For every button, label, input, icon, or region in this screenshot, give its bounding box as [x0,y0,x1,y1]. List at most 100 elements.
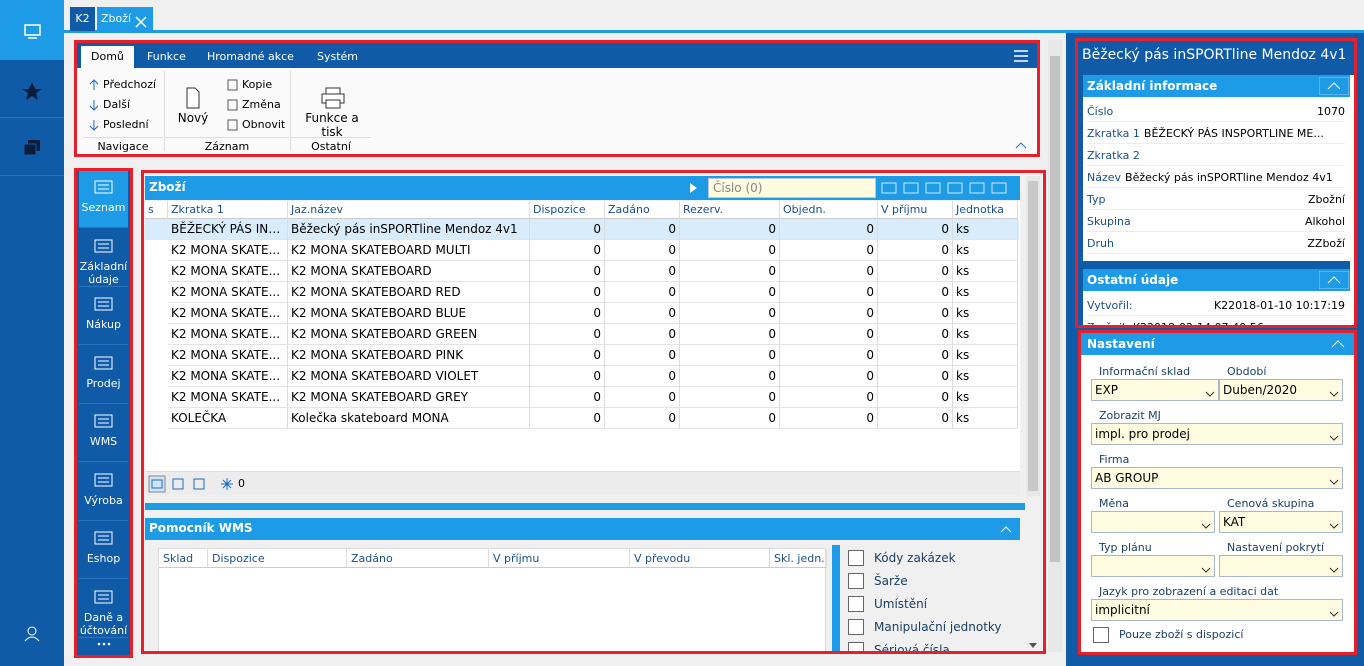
nav-item[interactable]: Daně a účtování [79,581,128,638]
cell: 0 [530,324,605,345]
section-header: Základní informace [1083,75,1351,97]
cell: ks [953,366,1018,387]
cell: K2 MONA SKATEBOARD GREY [288,387,530,408]
cell: K2 MONA SKATE... [168,240,288,261]
column-header: V převodu [630,549,770,568]
ribbon-button[interactable]: Předchozí [89,76,156,94]
cell: 0 [530,219,605,240]
cell: ks [953,408,1018,429]
dropdown[interactable]: impl. pro prodej [1091,423,1343,445]
cell: 0 [605,219,680,240]
tab[interactable]: K2 [70,7,95,31]
wms-option[interactable]: Umístění [848,595,927,613]
icon[interactable] [946,180,964,196]
nav-more [79,639,128,655]
field-label: Skupina [1087,215,1131,228]
cell: 0 [530,387,605,408]
option-label: Umístění [874,597,928,611]
dropdown-value: EXP [1095,383,1119,397]
sidebar-home[interactable] [0,0,64,60]
sidebar-favorites[interactable] [0,62,64,118]
nav-item[interactable]: Základní údaje [79,230,128,287]
cell: K2 MONA SKATE... [168,387,288,408]
cell: K2 MONA SKATEBOARD VIOLET [288,366,530,387]
ribbon-tab[interactable]: Funkce [147,50,186,63]
icon [1328,517,1340,529]
icon[interactable] [880,180,898,196]
section-header: Ostatní údaje [1083,269,1351,291]
icon[interactable] [190,475,208,493]
icon-svg [172,478,184,490]
search-box[interactable]: Číslo (0) [708,178,876,198]
ribbon-button[interactable]: Další [89,96,130,114]
dropdown[interactable]: KAT [1219,511,1343,533]
ribbon-button[interactable]: Poslední [89,116,149,134]
sidebar-windows[interactable] [0,120,64,176]
icon[interactable] [902,180,920,196]
ribbon-tab[interactable]: Hromadné akce [207,50,294,63]
dropdown[interactable] [1219,555,1343,577]
tab[interactable]: Zboží [97,7,153,31]
icon[interactable] [968,180,986,196]
ribbon-button-large[interactable]: Funkce a tisk [297,85,367,139]
icon-svg [1329,435,1339,441]
dropdown[interactable] [1091,511,1215,533]
ribbon-button[interactable]: Obnovit [227,116,285,134]
cell: 0 [878,408,953,429]
wms-option[interactable]: Sériová čísla [848,641,950,651]
wms-option[interactable]: Šarže [848,572,908,590]
field-row: Typ Zbožní [1087,190,1345,210]
icon-svg [690,183,697,193]
icon [24,24,41,39]
grid-footer: 0 [145,471,1020,495]
icon-svg [1318,76,1350,96]
column-header: Zadáno [347,549,489,568]
dropdown[interactable]: EXP [1091,379,1219,401]
nav-label: Základní údaje [79,259,128,286]
icon [94,237,114,255]
column-header: Zkratka 1 [168,201,288,219]
wms-option[interactable]: Manipulační jednotky [848,618,1002,636]
dropdown[interactable]: AB GROUP [1091,467,1343,489]
ribbon-button[interactable]: Změna [227,96,281,114]
cell: 0 [680,324,780,345]
cell: 0 [780,366,878,387]
dropdown[interactable]: implicitní [1091,599,1343,621]
cell: ks [953,324,1018,345]
icon [94,529,114,547]
cell: 0 [530,282,605,303]
ribbon-button-label: Nový [177,111,209,125]
ribbon-tab[interactable]: Systém [317,50,359,63]
dropdown[interactable]: Duben/2020 [1219,379,1343,401]
nav-item[interactable]: WMS [79,405,128,462]
nav-item[interactable]: Prodej [79,347,128,404]
sidebar-user[interactable] [0,615,64,655]
icon [1328,429,1340,441]
ribbon-tab[interactable]: Domů [81,46,134,68]
ribbon-button[interactable]: Kopie [227,76,272,94]
ribbon-button-label: Funkce a tisk [305,111,359,139]
icon[interactable] [148,475,166,493]
icon[interactable] [169,475,187,493]
icon[interactable] [990,180,1008,196]
icon-svg [1329,611,1339,617]
field-value: Zbožní [1307,193,1345,206]
icon[interactable] [924,180,942,196]
ribbon-separator [164,71,165,151]
cell: BĚŽECKÝ PÁS INS... [168,219,288,240]
ribbon-button-large[interactable]: Nový [173,85,213,129]
wms-option[interactable]: Kódy zakázek [848,549,956,567]
nav-item[interactable]: Výroba [79,464,128,521]
tab-strip [64,0,1364,33]
checkbox [848,619,864,635]
dropdown[interactable] [1091,555,1215,577]
checkbox-row[interactable]: Pouze zboží s dispozicí [1093,627,1243,645]
nav-item[interactable]: Eshop [79,522,128,579]
dropdown-value: AB GROUP [1095,471,1159,485]
nav-item[interactable]: Nákup [79,288,128,345]
cell: K2 MONA SKATE... [168,366,288,387]
nav-item[interactable]: Seznam [79,171,128,228]
cell: K2 MONA SKATE... [168,324,288,345]
cell: 0 [530,345,605,366]
cell: 0 [878,282,953,303]
